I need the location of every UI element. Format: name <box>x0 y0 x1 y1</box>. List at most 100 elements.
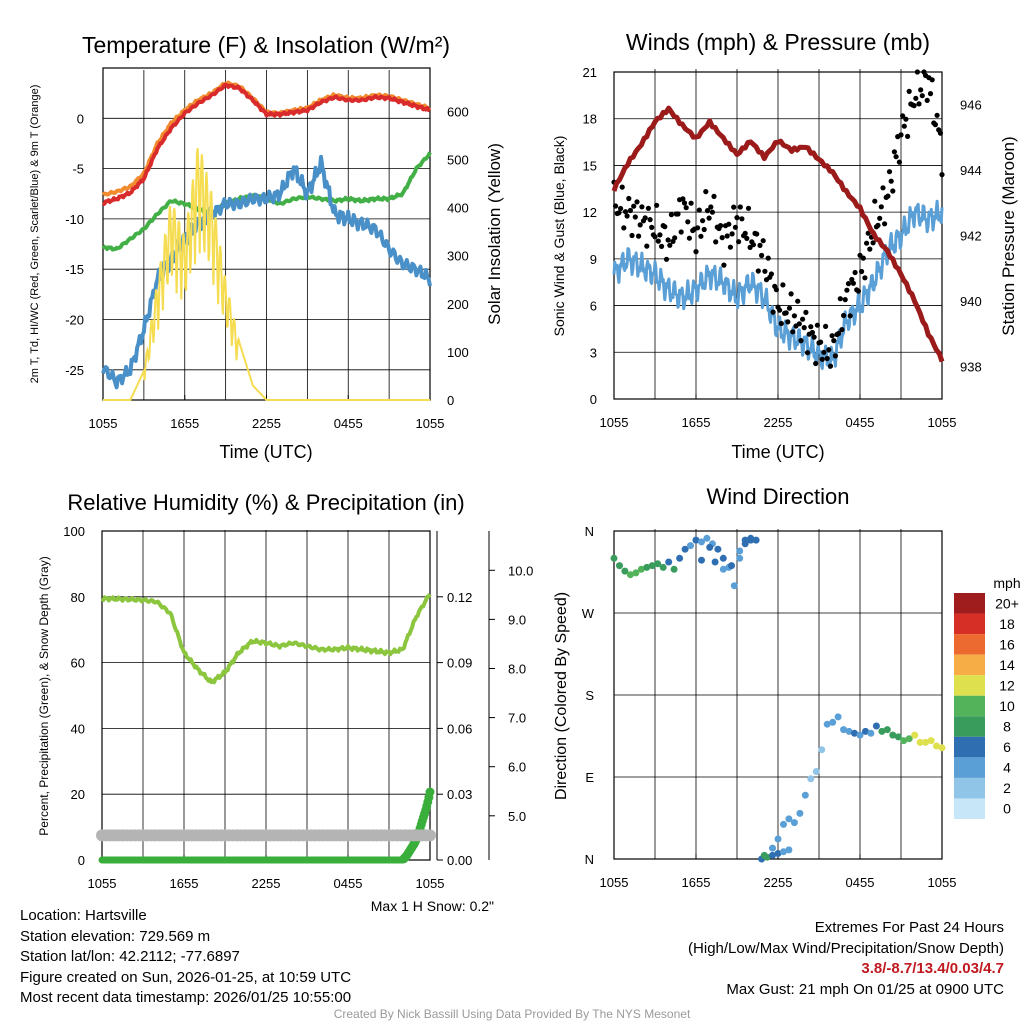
snow-y-tick: 6.0 <box>508 760 526 775</box>
temperature-y-tick-left: -20 <box>65 313 84 328</box>
wind-gust-point <box>709 209 716 215</box>
wind-gust-point <box>718 223 724 229</box>
snow-y-tick: 9.0 <box>508 612 526 627</box>
snow-annotation: Max 1 H Snow: 0.2" <box>371 898 494 914</box>
humidity-y-label-left: Percent, Precipitation (Green), & Snow D… <box>37 556 51 835</box>
speed-legend-label: 0 <box>1003 801 1011 817</box>
speed-legend-swatch <box>954 654 985 676</box>
wind-gust-point <box>924 97 930 103</box>
wind-gust-point <box>672 235 678 241</box>
wind-gust-point <box>900 113 906 119</box>
wind-direction-point <box>769 851 776 859</box>
snow-depth-point <box>424 829 436 842</box>
temperature-y-tick-right: 400 <box>447 201 469 216</box>
wind-direction-point <box>654 560 662 568</box>
wind-gust-point <box>734 215 740 221</box>
wind-direction-point <box>741 540 749 548</box>
wind-direction-point <box>774 835 782 843</box>
wind-direction-point <box>856 731 864 739</box>
snow-y-tick: 5.0 <box>508 809 526 824</box>
wind-direction-point <box>621 567 629 575</box>
wind-direction-point <box>736 547 744 555</box>
speed-legend-swatch <box>954 757 985 778</box>
wind-direction-point <box>883 726 891 734</box>
temperature-x-tick: 1055 <box>416 416 445 431</box>
wind-gust-point <box>898 132 904 138</box>
winds-x-tick: 1655 <box>682 415 711 430</box>
wind-direction-point <box>840 726 848 734</box>
temperature-y-tick-right: 200 <box>447 297 469 312</box>
temperature-y-label-left: 2m T, Td, HI/WC (Red, Green, Scarlet/Blu… <box>29 85 41 384</box>
winds-chart-title: Winds (mph) & Pressure (mb) <box>626 29 930 55</box>
speed-legend-title: mph <box>993 575 1020 591</box>
wind-gust-point <box>839 327 845 333</box>
wind-direction-y-label: Direction (Colored By Speed) <box>553 592 570 800</box>
wind-gust-point <box>929 77 935 83</box>
wind-gust-point <box>826 347 832 353</box>
wind-gust-point <box>711 193 717 199</box>
temperature-x-tick: 0455 <box>334 416 363 431</box>
wind-gust-point <box>700 218 706 224</box>
wind-gust-point <box>837 296 843 302</box>
precip-y-tick: 0.12 <box>447 590 472 605</box>
wind-gust-point <box>680 196 686 202</box>
speed-legend-swatch <box>954 695 985 717</box>
humidity-x-tick: 1055 <box>416 876 445 891</box>
wind-gust-point <box>914 69 921 75</box>
wind-gust-point <box>850 280 857 286</box>
wind-gust-point <box>706 215 712 221</box>
speed-legend-swatch <box>954 736 985 758</box>
wind-gust-point <box>870 240 876 246</box>
wind-direction-point <box>610 554 618 562</box>
wind-gust-point <box>647 217 653 223</box>
wind-direction-point <box>681 545 689 553</box>
wind-gust-point <box>832 353 839 359</box>
wind-gust-point <box>667 242 673 248</box>
snow-y-tick: 7.0 <box>508 711 526 726</box>
wind-gust-point <box>622 209 629 215</box>
speed-legend-swatch <box>954 798 985 819</box>
wind-gust-point <box>809 329 816 336</box>
wind-direction-point <box>698 556 705 564</box>
speed-legend-swatch <box>954 593 985 614</box>
wind-gust-point <box>818 339 824 345</box>
wind-direction-point <box>894 733 902 741</box>
wind-direction-point <box>760 851 768 859</box>
temperature-y-tick-left: -15 <box>65 262 84 277</box>
wind-gust-point <box>844 287 850 293</box>
wind-gust-point <box>877 215 883 221</box>
wind-gust-point <box>795 298 801 304</box>
wind-gust-point <box>745 205 752 211</box>
temperature-y-tick-left: 0 <box>77 111 84 126</box>
station-latlon: Station lat/lon: 42.2112; -77.6897 <box>20 948 240 965</box>
wind-gust-point <box>919 93 925 99</box>
wind-gust-point <box>867 246 873 252</box>
station-info: Location: Hartsville Station elevation: … <box>20 906 351 1009</box>
wind-gust-point <box>862 275 868 281</box>
humidity-y-tick-left: 80 <box>71 590 85 605</box>
wind-gust-point <box>770 309 776 315</box>
wind-gust-point <box>619 184 625 190</box>
wind-gust-point <box>880 185 886 191</box>
wind-gust-point <box>618 205 624 212</box>
winds-y-tick-left: 12 <box>583 205 597 220</box>
wind-gust-point <box>891 149 898 155</box>
wind-gust-point <box>890 188 896 194</box>
winds-y-tick-right: 944 <box>960 163 982 178</box>
wind-gust-point <box>685 219 691 225</box>
wind-gust-point <box>819 356 825 362</box>
temperature-series-4 <box>103 147 430 401</box>
temperature-x-tick: 1655 <box>170 416 199 431</box>
wind-gust-point <box>864 240 870 246</box>
speed-legend-swatch <box>954 613 985 635</box>
wind-direction-point <box>711 558 719 566</box>
wind-gust-point <box>644 243 650 249</box>
wind-gust-point <box>901 123 907 129</box>
humidity-panel: Relative Humidity (%) & Precipitation (i… <box>37 490 533 914</box>
wind-direction-point <box>889 731 897 739</box>
credit-line: Created By Nick Bassill Using Data Provi… <box>333 1007 691 1021</box>
wind-gust-point <box>777 307 783 313</box>
wind-gust-point <box>698 233 704 239</box>
precip-y-tick: 0.03 <box>447 787 472 802</box>
wind-gust-point <box>736 239 742 245</box>
